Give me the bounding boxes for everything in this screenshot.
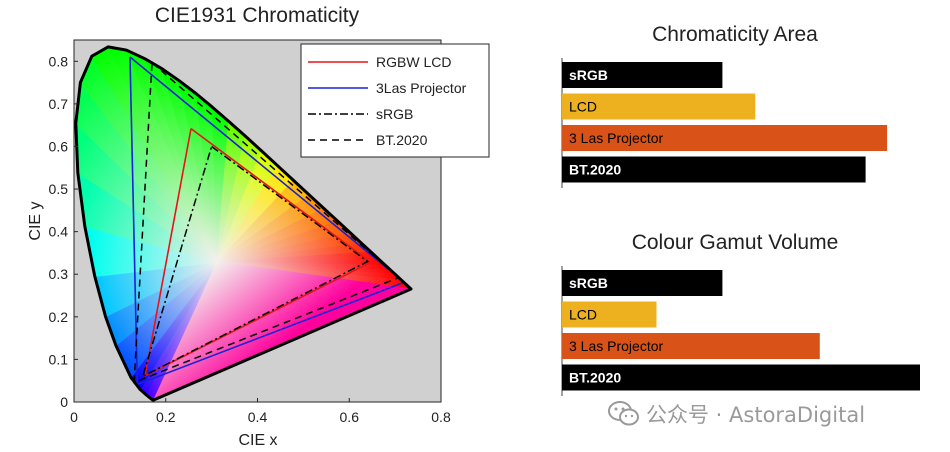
colour-gamut-volume-chart: Colour Gamut Volume sRGB LCD 3 Las Project… [561, 231, 920, 396]
x-axis-label: CIE x [238, 432, 277, 449]
chromaticity-chart: CIE1931 Chromaticity 0 0.2 0.4 0.6 0.8 00.10… [27, 4, 490, 449]
bar-4 [562, 156, 866, 183]
y-tick-label: 0.7 [49, 96, 69, 112]
gamut-series [129, 56, 406, 386]
chart-title: CIE1931 Chromaticity [155, 4, 360, 27]
watermark-text: 公众号 · AstoraDigital [646, 403, 866, 427]
chart-title: Colour Gamut Volume [632, 231, 839, 254]
bar-3 [562, 333, 820, 359]
x-tick-label: 0.6 [340, 409, 360, 425]
x-tick-label: 0 [70, 409, 78, 425]
chromaticity-area-chart: Chromaticity Area sRGB LCD 3 Las Projector… [561, 23, 888, 188]
bar-1 [562, 270, 723, 296]
x-tick-label: 0.2 [156, 409, 176, 425]
bar-2 [562, 301, 657, 328]
x-axis-ticks: 0 0.2 0.4 0.6 0.8 [70, 398, 451, 425]
x-tick-label: 0.4 [248, 409, 268, 425]
y-tick-label: 0.3 [49, 266, 69, 282]
legend-label-1: RGBW LCD [376, 54, 451, 70]
legend-label-2: 3Las Projector [376, 80, 467, 96]
bar-label-4: BT.2020 [569, 162, 621, 178]
series-line-1 [144, 127, 373, 378]
y-axis-ticks: 0 0.1 0.2 0.3 0.4 0.5 0.6 0.7 0.8 [49, 53, 78, 410]
y-tick-label: 0.5 [49, 181, 69, 197]
bar-label-3: 3 Las Projector [569, 338, 663, 354]
bar-1 [562, 62, 723, 88]
y-tick-label: 0 [60, 394, 68, 410]
series-line-3 [141, 145, 370, 378]
gamut-color-fill [75, 46, 412, 401]
bar-label-2: LCD [569, 307, 597, 323]
legend-box [300, 43, 490, 158]
y-tick-label: 0.6 [49, 138, 69, 154]
bar-label-1: sRGB [569, 275, 608, 291]
bar-label-1: sRGB [569, 67, 608, 83]
y-tick-label: 0.1 [49, 351, 69, 367]
series-line-4 [133, 62, 401, 384]
y-tick-label: 0.8 [49, 53, 69, 69]
legend: RGBW LCD 3Las Projector sRGB BT.2020 [300, 43, 490, 158]
bar-label-2: LCD [569, 99, 597, 115]
x-tick-label: 0.8 [431, 409, 451, 425]
wechat-icon [608, 401, 639, 426]
bar-3 [562, 125, 888, 151]
bar-2 [562, 93, 756, 120]
bar-4 [562, 364, 920, 391]
y-axis-label: CIE y [27, 201, 44, 240]
bar-label-3: 3 Las Projector [569, 130, 663, 146]
chart-title: Chromaticity Area [652, 23, 818, 46]
bar-label-4: BT.2020 [569, 370, 621, 386]
legend-label-4: BT.2020 [376, 132, 428, 148]
y-tick-label: 0.2 [49, 309, 69, 325]
spectral-locus [74, 45, 413, 402]
series-line-2 [129, 56, 406, 386]
watermark: 公众号 · AstoraDigital [608, 398, 865, 430]
legend-label-3: sRGB [376, 106, 413, 122]
y-tick-label: 0.4 [49, 224, 69, 240]
